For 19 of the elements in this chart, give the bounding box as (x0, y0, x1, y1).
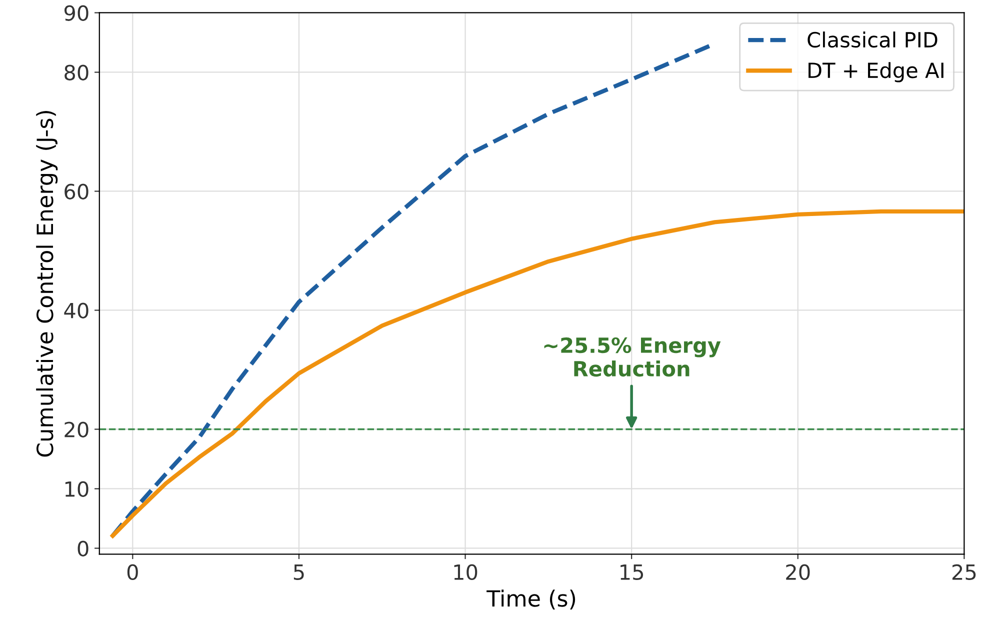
x-tick-label: 5 (294, 564, 304, 580)
x-tick-label: 0 (127, 564, 138, 580)
legend-label: DT + Edge AI (808, 62, 944, 82)
y-tick-label: 0 (78, 540, 88, 556)
legend-label: Classical PID (808, 31, 938, 48)
x-tick-label: 10 (454, 564, 478, 580)
y-tick-label: 10 (65, 481, 88, 497)
y-tick-label: 40 (64, 302, 88, 318)
x-tick-label: 20 (786, 564, 810, 580)
x-tick-label: 25 (952, 564, 976, 580)
y-tick-label: 90 (64, 5, 88, 21)
x-tick-label: 15 (620, 564, 644, 580)
y-tick-label: 60 (64, 184, 88, 200)
annotation: ~25.5% Energy Reduction (544, 337, 721, 377)
line-series (110, 209, 964, 538)
x-axis-title: Time (s) (486, 590, 576, 610)
y-tick-label: 20 (64, 422, 88, 438)
y-axis-title: Cumulative Control Energy (J-s) (36, 110, 58, 457)
y-tick-label: 80 (64, 64, 88, 80)
